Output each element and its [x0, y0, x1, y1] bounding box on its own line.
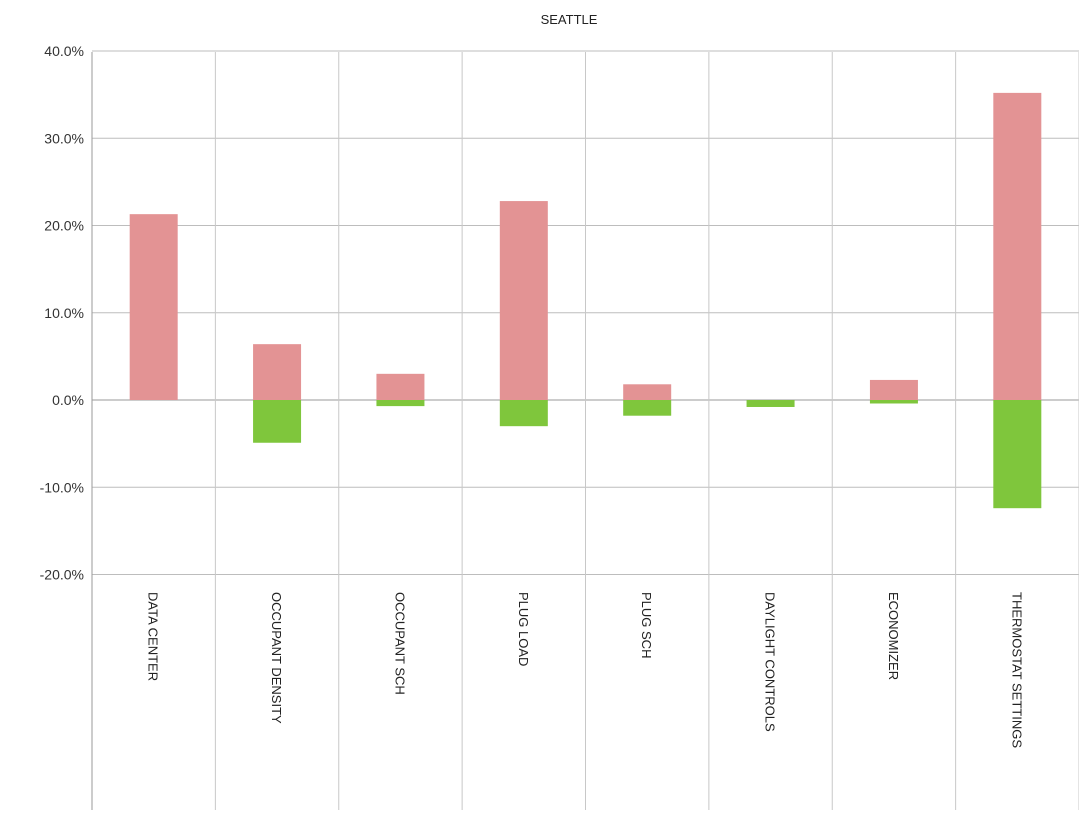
- category-label: DAYLIGHT CONTROLS: [763, 592, 778, 732]
- grid: [91, 50, 1079, 810]
- bar-series-2: [623, 400, 672, 416]
- y-tick-label: -10.0%: [40, 479, 84, 495]
- bars: [129, 92, 1042, 509]
- bar-series-1: [129, 214, 178, 400]
- bar-series-2: [993, 400, 1042, 509]
- bar-series-2: [376, 400, 425, 407]
- y-tick-label: 40.0%: [44, 43, 84, 59]
- y-tick-label: 0.0%: [52, 392, 84, 408]
- category-label: PLUG SCH: [639, 592, 654, 658]
- category-label: PLUG LOAD: [516, 592, 531, 666]
- chart-title: SEATTLE: [541, 12, 598, 27]
- y-tick-labels: 40.0% 30.0% 20.0% 10.0% 0.0% -10.0% -20.0%: [40, 43, 84, 583]
- bar-series-2: [869, 400, 918, 404]
- y-tick-label: -20.0%: [40, 567, 84, 583]
- bar-series-2: [746, 400, 795, 407]
- bar-series-1: [869, 379, 918, 400]
- bar-series-2: [253, 400, 302, 443]
- category-label: OCCUPANT DENSITY: [269, 592, 284, 724]
- category-label: THERMOSTAT SETTINGS: [1009, 592, 1024, 748]
- y-tick-label: 30.0%: [44, 130, 84, 146]
- bar-series-2: [499, 400, 548, 427]
- y-tick-label: 20.0%: [44, 218, 84, 234]
- bar-series-1: [499, 201, 548, 400]
- bar-series-1: [623, 384, 672, 400]
- category-label: OCCUPANT SCH: [392, 592, 407, 695]
- bar-series-1: [993, 92, 1042, 400]
- y-tick-label: 10.0%: [44, 305, 84, 321]
- bar-series-1: [253, 344, 302, 400]
- category-label: ECONOMIZER: [886, 592, 901, 680]
- bar-series-1: [376, 373, 425, 400]
- category-labels: DATA CENTER OCCUPANT DENSITY OCCUPANT SCH P…: [146, 592, 1025, 748]
- category-label: DATA CENTER: [146, 592, 161, 681]
